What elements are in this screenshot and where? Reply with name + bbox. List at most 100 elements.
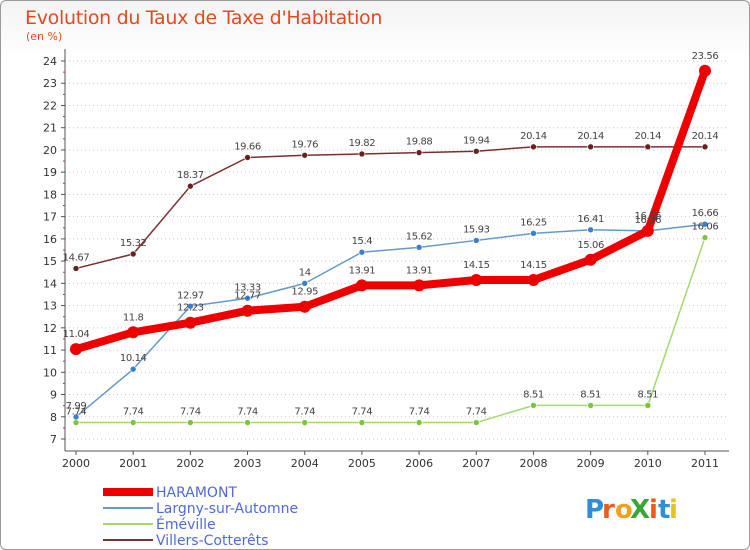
x-tick-label: 2006 [405,457,433,470]
data-point [355,279,368,292]
data-label: 7.74 [294,407,315,418]
x-tick-label: 2011 [691,457,719,470]
y-tick-label: 18 [43,188,57,201]
data-point [415,149,423,156]
data-label: 8.51 [523,389,544,400]
x-tick-label: 2010 [634,457,662,470]
data-label: 19.82 [349,138,376,149]
data-label: 20.14 [577,131,604,142]
y-tick-label: 22 [43,99,57,112]
data-label: 16.25 [520,217,547,228]
data-point [701,234,709,241]
data-label: 16.36 [634,215,661,226]
data-label: 10.14 [120,353,147,364]
data-point [641,224,654,237]
series-lines [72,66,709,424]
data-point [472,419,480,426]
data-label: 7.74 [123,407,144,418]
y-tick-label: 21 [43,122,57,135]
data-point [244,294,251,302]
x-tick-label: 2001 [119,457,147,470]
data-point [358,150,366,158]
data-label: 20.14 [692,131,719,142]
data-point [301,151,309,159]
legend-label: Éméville [156,516,216,533]
logo-letter: i [649,495,658,525]
data-point [241,304,254,317]
data-point [470,274,483,287]
data-label: 8.51 [580,389,601,400]
data-point [584,253,597,266]
y-tick-label: 14 [43,277,57,290]
data-point [184,316,197,329]
y-tick-label: 23 [43,77,57,90]
data-label: 7.74 [237,407,258,418]
data-point [72,413,80,421]
data-label: 16.41 [577,214,604,225]
data-point [72,419,80,426]
data-label: 19.94 [463,135,490,146]
x-tick-label: 2003 [234,457,262,470]
data-point [644,143,652,151]
data-label: 7.74 [466,407,487,418]
legend-label: Largny-sur-Automne [156,501,298,517]
data-label: 16.36 [634,211,661,222]
data-label: 15.62 [406,231,433,242]
data-label: 15.4 [352,236,373,247]
data-point [587,402,594,409]
logo-letter: P [585,495,604,525]
y-tick-label: 8 [50,411,57,424]
data-point [587,143,594,151]
data-label: 7.99 [66,401,87,412]
data-point [472,237,480,244]
data-point [187,182,194,190]
data-point [530,402,537,409]
y-tick-label: 12 [43,322,57,335]
data-point [301,419,309,426]
y-tick-label: 16 [43,233,57,246]
data-label: 15.32 [120,238,147,249]
data-point [187,302,194,310]
data-label: 7.74 [352,407,373,418]
y-tick-label: 17 [43,211,57,224]
data-label: 14 [299,267,311,278]
data-point [301,280,309,287]
data-point [701,143,709,151]
y-tick-label: 11 [43,344,57,357]
data-point [530,230,537,237]
data-label: 18.37 [177,170,204,181]
data-point [129,250,137,258]
data-point [129,365,137,373]
series-line-3 [75,146,706,270]
y-tick-label: 13 [43,300,57,313]
x-tick-label: 2004 [291,457,319,470]
legend-label: Villers-Cotterêts [156,533,268,549]
chart-subtitle: (en %) [26,30,63,43]
series-line-1 [75,223,706,418]
data-point [701,220,709,228]
data-label: 7.74 [409,407,430,418]
data-label: 11.04 [63,329,90,340]
y-tick-label: 9 [50,389,57,402]
x-tick-label: 2009 [577,457,605,470]
data-label: 16.66 [692,208,719,219]
data-point [530,143,537,151]
x-tick-label: 2000 [62,457,90,470]
data-labels: 14.67 15.32 18.37 19.66 19.76 19.82 19.88 19.94… [63,51,719,418]
data-label: 14.15 [463,260,490,271]
data-label: 13.91 [349,265,376,276]
data-point [644,402,652,409]
data-label: 13.91 [406,265,433,276]
series-points [70,64,711,426]
data-label: 19.76 [291,139,318,150]
data-point [415,419,423,426]
legend-label: HARAMONT [156,485,237,501]
data-point [472,147,480,155]
data-label: 12.23 [177,303,204,314]
y-tick-label: 10 [43,366,57,379]
chart-title: Evolution du Taux de Taxe d'Habitation [25,7,383,29]
data-point [129,419,137,426]
data-label: 23.56 [692,51,719,62]
x-tick-label: 2007 [462,457,490,470]
